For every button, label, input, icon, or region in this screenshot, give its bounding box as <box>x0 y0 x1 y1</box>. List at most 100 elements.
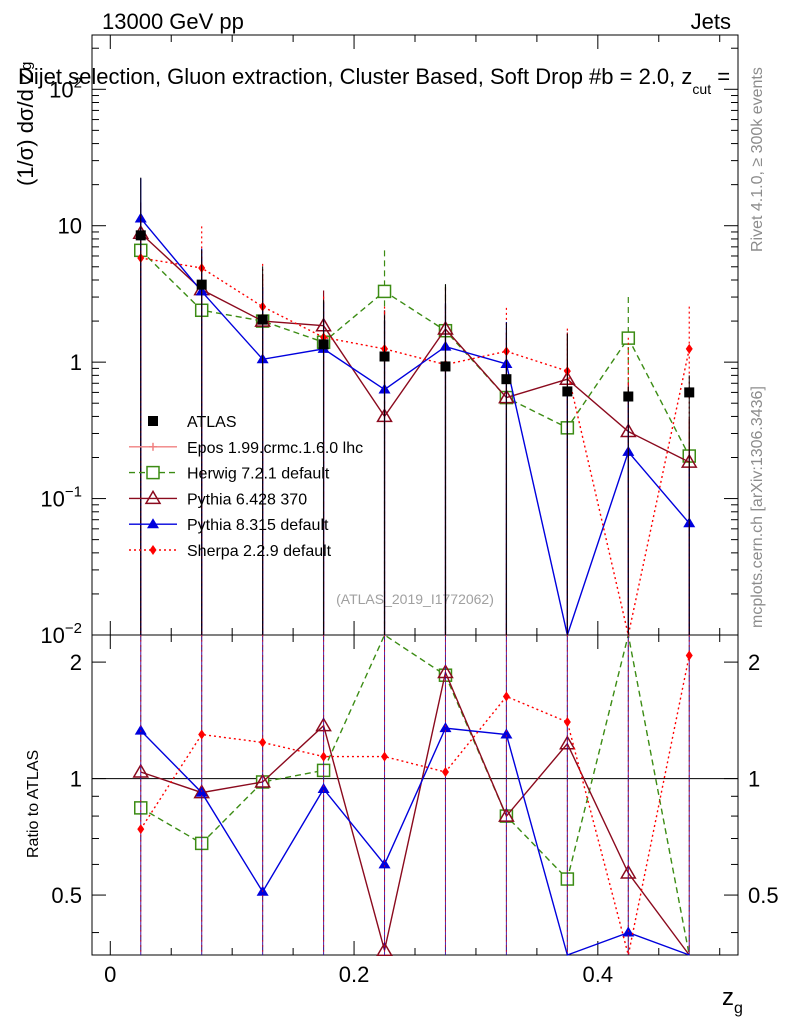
y-tick-label-main: 10 <box>58 214 82 239</box>
legend-marker <box>144 489 162 505</box>
atlas-point <box>440 361 451 372</box>
series-line <box>140 257 690 636</box>
ratio-series <box>132 633 693 957</box>
ratio-series-2 <box>134 635 690 956</box>
ratio-point <box>376 941 393 957</box>
legend-item: Pythia 6.428 370 <box>129 489 307 508</box>
atlas-point <box>257 314 268 325</box>
legend-marker <box>146 465 160 480</box>
series-line <box>140 218 690 638</box>
x-axis-label: zg <box>722 984 743 1017</box>
atlas-point <box>379 351 390 362</box>
atlas-point <box>196 279 207 290</box>
ratio-point <box>563 717 571 728</box>
rivet-version-label: Rivet 4.1.0, ≥ 300k events <box>749 67 766 252</box>
plot-title-tail: = <box>711 64 730 89</box>
legend-marker <box>148 416 158 426</box>
x-tick-label: 0.2 <box>339 962 370 987</box>
legend-item: Pythia 8.315 default <box>129 517 329 534</box>
y-tick-label-ratio-right: 2 <box>748 650 760 675</box>
legend-marker <box>149 545 157 555</box>
ratio-point <box>500 728 513 739</box>
plot-title-text: Dijet selection, Gluon extraction, Clust… <box>18 64 692 89</box>
ratio-axes: 0 0.2 0.4 2 2 1 1 0.5 0.5 <box>51 635 779 987</box>
atlas-point <box>135 230 146 241</box>
y-tick-label-main: 10−2 <box>40 620 82 648</box>
atlas-point <box>318 339 329 350</box>
y-tick-label-base: 10 <box>49 77 73 102</box>
atlas-point <box>684 387 695 398</box>
y-tick-label-ratio: 0.5 <box>51 883 82 908</box>
series-atlas <box>135 177 695 635</box>
legend-item: ATLAS <box>148 414 237 431</box>
legend-label: ATLAS <box>187 414 237 431</box>
ratio-line <box>140 670 690 956</box>
legend: ATLAS Epos 1.99.crmc.1.6.0 lhc Herwig 7.2.… <box>129 414 363 560</box>
ratio-point <box>685 650 693 661</box>
plot-title: Dijet selection, Gluon extraction, Clust… <box>18 64 730 97</box>
series-2 <box>134 178 696 638</box>
legend-item: Epos 1.99.crmc.1.6.0 lhc <box>129 440 363 457</box>
atlas-point <box>623 391 634 402</box>
data-point <box>377 284 392 299</box>
y-axis-label-ratio: Ratio to ATLAS <box>25 750 42 858</box>
ratio-point <box>320 751 328 762</box>
y-tick-label-base: 10 <box>40 487 64 512</box>
ratio-point <box>134 724 147 735</box>
y-tick-label-main: 102 <box>49 74 82 102</box>
y-tick-label-ratio: 2 <box>70 650 82 675</box>
y-tick-label-exponent: −2 <box>65 620 82 637</box>
ratio-series-0 <box>134 633 690 956</box>
y-tick-label-main: 1 <box>70 350 82 375</box>
series-line <box>140 232 690 463</box>
y-tick-label-base: 1 <box>70 350 82 375</box>
plot-title-sub: cut <box>692 81 711 97</box>
legend-label: Epos 1.99.crmc.1.6.0 lhc <box>187 440 363 457</box>
legend-marker <box>147 518 159 529</box>
legend-item: Herwig 7.2.1 default <box>129 466 330 483</box>
y-tick-label-ratio: 1 <box>70 767 82 792</box>
ratio-point <box>137 824 145 835</box>
ratio-line <box>140 655 690 956</box>
x-axis-label-sub: g <box>734 1000 743 1017</box>
atlas-point <box>562 386 573 397</box>
y-tick-label-base: 10 <box>58 214 82 239</box>
y-tick-label-exponent: 2 <box>74 74 82 91</box>
legend-marker <box>149 442 157 451</box>
ratio-point <box>317 782 330 793</box>
legend-label: Pythia 8.315 default <box>187 517 329 534</box>
x-tick-label: 0.4 <box>583 962 614 987</box>
y-axis-label-main: (1/σ) dσ/d z g <box>13 62 38 186</box>
ratio-series-3 <box>137 635 693 956</box>
legend-label: Pythia 6.428 370 <box>187 491 307 508</box>
y-tick-label-ratio-right: 0.5 <box>748 883 779 908</box>
ratio-point <box>198 729 206 740</box>
ratio-series-1 <box>132 635 690 957</box>
ratio-point <box>259 737 267 748</box>
y-tick-label-main: 10−1 <box>40 484 82 512</box>
y-axis-label-main-text: (1/σ) dσ/d z <box>13 72 38 186</box>
energy-label: 13000 GeV pp <box>102 9 244 34</box>
y-tick-label-ratio-right: 1 <box>748 767 760 792</box>
y-tick-label-base: 10 <box>40 623 64 648</box>
analysis-tag: (ATLAS_2019_I1772062) <box>336 591 494 607</box>
ratio-point <box>378 858 391 869</box>
ratio-line <box>140 633 690 956</box>
ratio-point <box>381 751 389 762</box>
y-axis-label-main-sub: g <box>18 62 35 70</box>
x-axis-label-text: z <box>722 984 734 1011</box>
ratio-point <box>502 691 510 702</box>
process-label: Jets <box>691 9 731 34</box>
legend-label: Sherpa 2.2.9 default <box>187 543 332 560</box>
ratio-point <box>439 722 452 733</box>
main-series <box>132 177 698 638</box>
legend-label: Herwig 7.2.1 default <box>187 466 330 483</box>
data-point <box>685 343 693 354</box>
ratio-point <box>441 766 449 777</box>
legend-item: Sherpa 2.2.9 default <box>129 543 332 560</box>
mcplots-label: mcplots.cern.ch [arXiv:1306.3436] <box>749 386 766 628</box>
y-tick-label-exponent: −1 <box>65 484 82 501</box>
x-tick-label: 0 <box>104 962 116 987</box>
